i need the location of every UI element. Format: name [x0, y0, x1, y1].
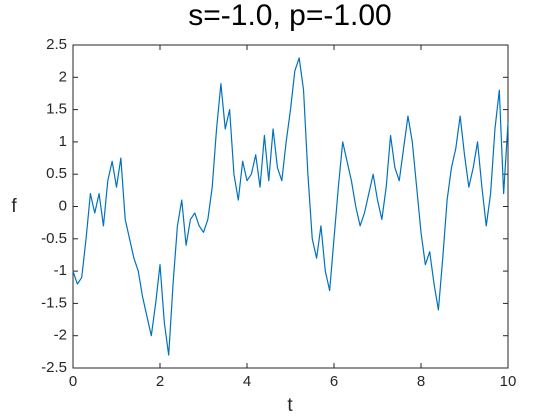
y-tick-label: -1.5: [41, 294, 67, 311]
x-tick-label: 4: [243, 373, 251, 390]
y-tick-label: 2.5: [46, 36, 67, 53]
y-tick-label: -2: [54, 327, 67, 344]
data-line: [72, 57, 509, 356]
x-axis-label: t: [287, 395, 293, 416]
y-axis-label: f: [11, 196, 17, 217]
y-tick-label: 1.5: [46, 101, 67, 118]
chart-title: s=-1.0, p=-1.00: [188, 0, 391, 32]
y-tick-label: -2.5: [41, 359, 67, 376]
x-tick-label: 0: [69, 373, 77, 390]
x-tick-label: 6: [330, 373, 338, 390]
x-tick-label: 8: [417, 373, 425, 390]
axes-box: [72, 44, 509, 369]
y-tick-label: 0.5: [46, 165, 67, 182]
y-tick-label: 2: [59, 68, 67, 85]
y-tick-label: 0: [59, 197, 67, 214]
x-tick-label: 2: [156, 373, 164, 390]
y-tick-label: -1: [54, 262, 67, 279]
x-tick-label: 10: [500, 373, 517, 390]
y-tick-label: 1: [59, 133, 67, 150]
y-tick-label: -0.5: [41, 230, 67, 247]
